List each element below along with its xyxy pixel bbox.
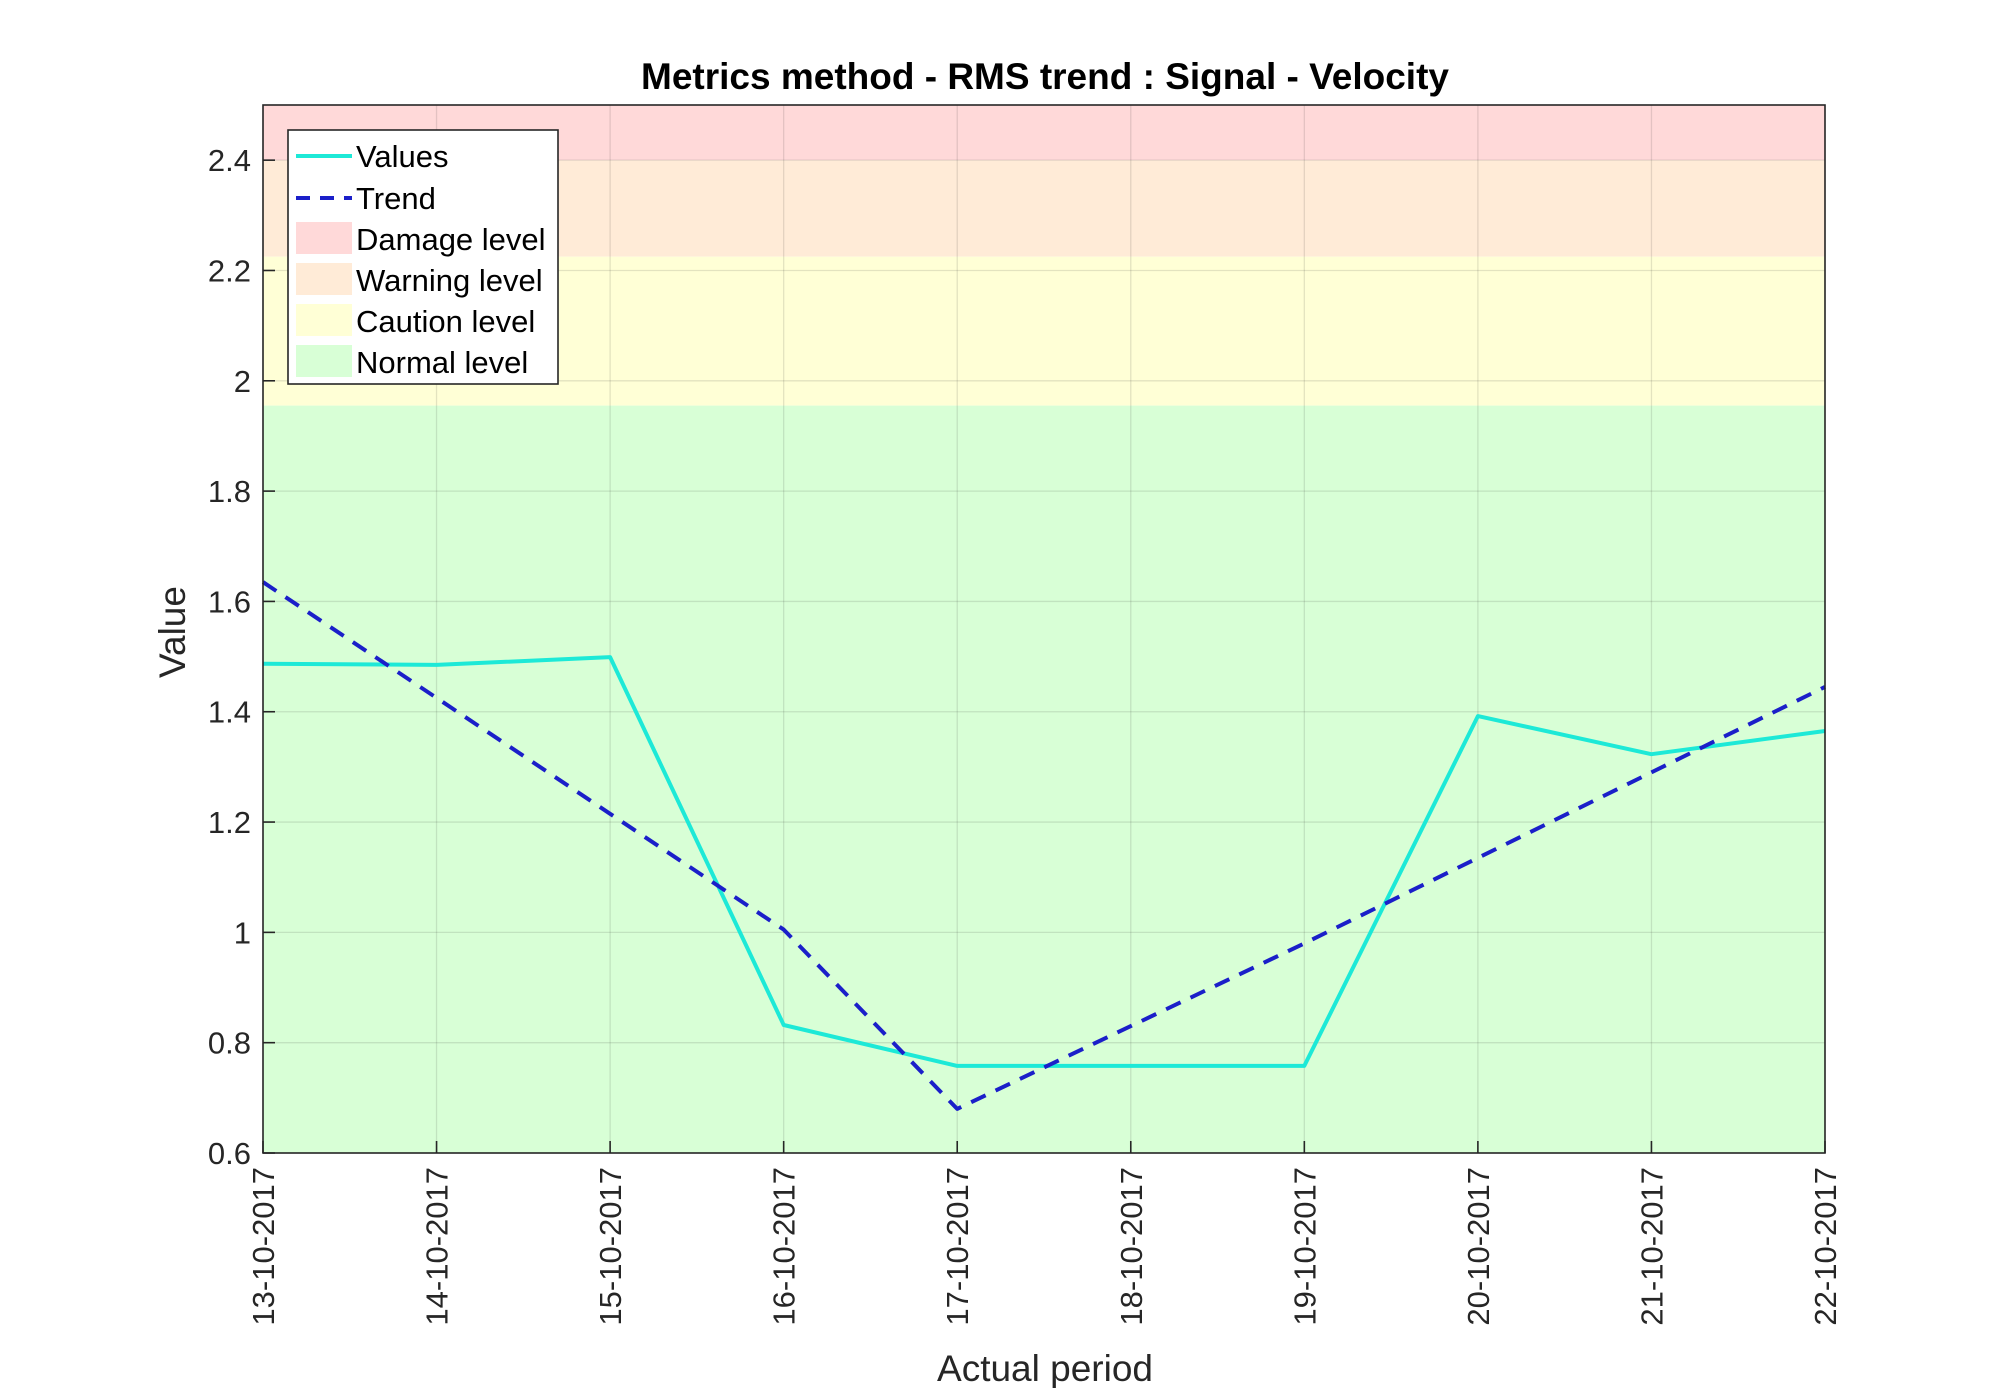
x-tick-label: 16-10-2017 <box>767 1167 802 1326</box>
legend-box <box>287 129 559 385</box>
legend-caution-label: Caution level <box>356 304 535 339</box>
y-tick-label: 1 <box>234 915 251 950</box>
legend: Values Trend Damage level Warning level … <box>287 129 559 385</box>
x-tick-label: 19-10-2017 <box>1287 1167 1322 1326</box>
y-tick-label: 0.8 <box>208 1026 251 1061</box>
x-tick-labels: 13-10-2017 14-10-2017 15-10-2017 16-10-2017… <box>246 1167 1843 1326</box>
y-tick-label: 1.8 <box>208 474 251 509</box>
axis-ticks <box>262 159 1826 1154</box>
x-tick-label: 18-10-2017 <box>1114 1167 1149 1326</box>
legend-trend-label: Trend <box>356 181 436 216</box>
legend-caution-swatch <box>296 304 352 336</box>
x-tick-label: 21-10-2017 <box>1634 1167 1669 1326</box>
y-tick-labels: 0.6 0.8 1 1.2 1.4 1.6 1.8 2 2.2 2.4 <box>208 143 251 1171</box>
x-tick-label: 20-10-2017 <box>1461 1167 1496 1326</box>
y-tick-label: 1.2 <box>208 805 251 840</box>
x-tick-label: 22-10-2017 <box>1808 1167 1843 1326</box>
legend-warning-label: Warning level <box>356 263 543 298</box>
x-tick-label: 14-10-2017 <box>420 1167 455 1326</box>
legend-damage-swatch <box>296 222 352 254</box>
y-tick-label: 1.6 <box>208 584 251 619</box>
level-bands <box>263 105 1825 1153</box>
x-tick-label: 13-10-2017 <box>246 1167 281 1326</box>
x-tick-label: 15-10-2017 <box>593 1167 628 1326</box>
x-axis-label: Actual period <box>937 1348 1153 1388</box>
y-tick-label: 2 <box>234 364 251 399</box>
band-normal-level <box>263 405 1825 1153</box>
y-tick-label: 2.2 <box>208 253 251 288</box>
x-tick-label: 17-10-2017 <box>940 1167 975 1326</box>
y-tick-label: 0.6 <box>208 1136 251 1171</box>
y-tick-label: 1.4 <box>208 695 251 730</box>
series-line-trend <box>261 580 1826 1111</box>
plot-area-frame <box>262 104 1826 1154</box>
legend-normal-label: Normal level <box>356 345 528 380</box>
legend-warning-swatch <box>296 263 352 295</box>
legend-damage-label: Damage level <box>356 222 546 257</box>
y-axis-label: Value <box>152 586 193 678</box>
series-lines <box>261 580 1826 1111</box>
y-tick-label: 2.4 <box>208 143 251 178</box>
legend-normal-swatch <box>296 345 352 377</box>
chart-title: Metrics method - RMS trend : Signal - Ve… <box>641 56 1449 97</box>
legend-values-label: Values <box>356 139 449 174</box>
